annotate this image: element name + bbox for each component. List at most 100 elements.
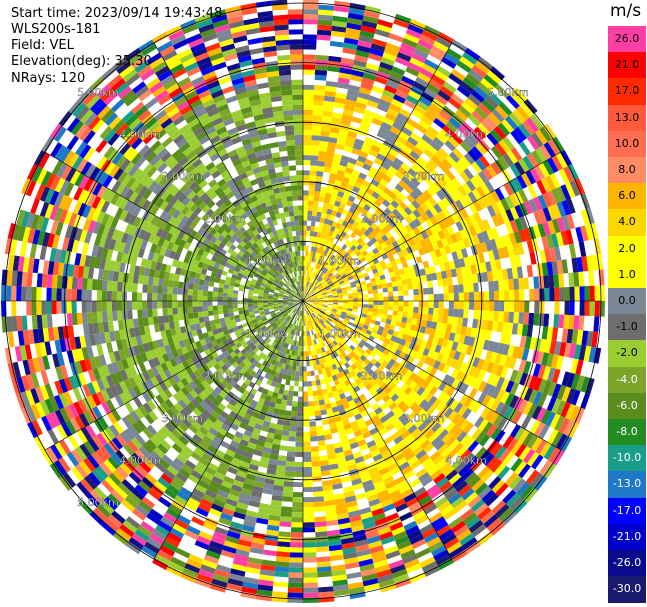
velocity-gate bbox=[423, 87, 438, 99]
velocity-gate bbox=[318, 445, 327, 452]
velocity-gate bbox=[309, 283, 314, 288]
velocity-gate bbox=[467, 93, 482, 107]
velocity-gate bbox=[331, 189, 339, 196]
velocity-gate bbox=[574, 301, 580, 316]
velocity-gate bbox=[544, 288, 550, 301]
velocity-gate bbox=[473, 309, 479, 320]
velocity-gate bbox=[406, 317, 413, 325]
velocity-gate bbox=[315, 541, 329, 548]
velocity-gate bbox=[320, 212, 327, 219]
velocity-gate bbox=[554, 287, 560, 301]
velocity-gate bbox=[408, 306, 414, 313]
velocity-gate bbox=[458, 284, 464, 293]
velocity-gate bbox=[569, 301, 575, 316]
velocity-gate bbox=[327, 203, 335, 211]
velocity-gate bbox=[407, 168, 418, 178]
velocity-gate bbox=[405, 94, 419, 105]
velocity-gate bbox=[319, 278, 325, 284]
velocity-gate bbox=[312, 109, 323, 116]
velocity-gate bbox=[363, 297, 369, 301]
velocity-gate bbox=[306, 225, 311, 231]
velocity-gate bbox=[369, 48, 384, 57]
velocity-gate bbox=[315, 531, 328, 538]
velocity-gate bbox=[388, 148, 399, 158]
velocity-gate bbox=[389, 126, 402, 136]
velocity-gate bbox=[305, 292, 309, 297]
velocity-gate bbox=[310, 451, 320, 457]
velocity-gate bbox=[486, 70, 502, 85]
velocity-gate bbox=[468, 68, 484, 82]
velocity-gate bbox=[377, 66, 392, 76]
velocity-gate bbox=[445, 121, 458, 133]
velocity-gate bbox=[321, 228, 327, 234]
velocity-gate bbox=[300, 336, 303, 342]
velocity-gate bbox=[313, 400, 320, 407]
velocity-gate bbox=[311, 210, 318, 217]
velocity-gate bbox=[438, 286, 444, 294]
velocity-gate bbox=[513, 312, 520, 324]
velocity-gate bbox=[316, 165, 325, 172]
velocity-gate bbox=[345, 27, 361, 36]
velocity-gate bbox=[332, 238, 339, 245]
velocity-gate bbox=[346, 183, 355, 191]
velocity-gate bbox=[280, 511, 292, 518]
velocity-gate bbox=[303, 29, 318, 35]
velocity-gate bbox=[313, 231, 318, 237]
velocity-gate bbox=[298, 376, 303, 382]
velocity-gate bbox=[414, 173, 425, 184]
velocity-gate bbox=[437, 31, 454, 44]
velocity-gate bbox=[426, 144, 438, 156]
velocity-gate bbox=[312, 267, 316, 273]
velocity-gate bbox=[401, 279, 408, 286]
velocity-gate bbox=[286, 456, 295, 462]
velocity-gate bbox=[453, 292, 460, 301]
velocity-gate bbox=[307, 205, 313, 211]
velocity-gate bbox=[483, 291, 490, 301]
velocity-gate bbox=[372, 289, 379, 294]
velocity-gate bbox=[318, 399, 325, 406]
velocity-gate bbox=[390, 28, 406, 38]
velocity-gate bbox=[309, 266, 313, 272]
velocity-gate bbox=[473, 301, 480, 311]
velocity-gate bbox=[321, 249, 326, 256]
velocity-gate bbox=[303, 587, 319, 593]
velocity-gate bbox=[318, 150, 327, 157]
velocity-gate bbox=[386, 152, 397, 162]
velocity-gate bbox=[303, 297, 307, 301]
velocity-gate bbox=[331, 25, 347, 33]
velocity-gate bbox=[396, 280, 403, 287]
velocity-gate bbox=[504, 301, 510, 312]
velocity-gate bbox=[355, 133, 367, 142]
velocity-gate bbox=[316, 282, 321, 287]
velocity-gate bbox=[317, 155, 326, 162]
velocity-gate bbox=[373, 301, 379, 305]
velocity-gate bbox=[342, 108, 354, 117]
velocity-gate bbox=[318, 450, 328, 457]
velocity-gate bbox=[305, 270, 308, 277]
velocity-gate bbox=[439, 128, 452, 141]
velocity-gate bbox=[473, 126, 487, 140]
velocity-gate bbox=[303, 84, 315, 90]
velocity-gate bbox=[393, 196, 403, 205]
velocity-gate bbox=[503, 311, 510, 323]
velocity-gate bbox=[408, 301, 414, 307]
velocity-gate bbox=[418, 138, 430, 149]
velocity-gate bbox=[317, 227, 323, 233]
velocity-gate bbox=[308, 190, 315, 196]
velocity-gate bbox=[352, 111, 364, 120]
velocity-gate bbox=[303, 492, 314, 498]
velocity-gate bbox=[353, 197, 361, 206]
velocity-gate bbox=[443, 52, 460, 65]
velocity-gate bbox=[382, 117, 395, 127]
velocity-gate bbox=[344, 166, 354, 175]
velocity-gate bbox=[361, 77, 375, 86]
velocity-gate bbox=[317, 258, 322, 265]
velocity-gate bbox=[310, 246, 315, 252]
velocity-gate bbox=[303, 577, 318, 583]
velocity-gate bbox=[317, 19, 333, 26]
velocity-gate bbox=[284, 471, 295, 477]
velocity-gate bbox=[352, 247, 360, 254]
velocity-gate bbox=[285, 466, 295, 472]
velocity-gate bbox=[303, 456, 312, 463]
velocity-gate bbox=[405, 28, 422, 39]
